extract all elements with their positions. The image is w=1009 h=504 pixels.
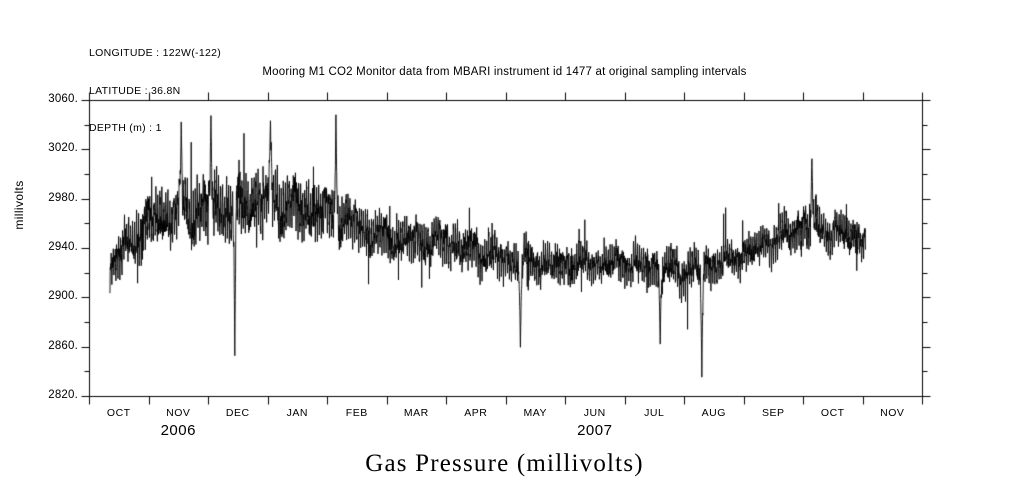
x-tick-label: APR [464, 407, 488, 419]
x-tick-label: JAN [286, 407, 308, 419]
x-tick-label: OCT [106, 407, 131, 419]
y-tick-label: 3020. [48, 142, 78, 155]
x-tick-label: DEC [225, 407, 250, 419]
x-tick-label: JUN [583, 407, 606, 419]
y-tick-label: 2860. [48, 339, 78, 352]
y-tick-label: 2900. [48, 290, 78, 303]
y-tick-label: 2980. [48, 191, 78, 204]
y-tick-label: 2940. [48, 241, 78, 253]
x-tick-label: NOV [880, 407, 905, 419]
y-axis-label: millivolts [12, 180, 26, 230]
x-axis-year-label: 2006 [160, 422, 196, 439]
x-tick-label: OCT [820, 407, 845, 419]
x-tick-label: NOV [166, 407, 191, 419]
x-axis-year-label: 2007 [577, 422, 613, 439]
figure-caption: Gas Pressure (millivolts) [365, 450, 644, 477]
x-tick-label: SEP [761, 407, 785, 419]
y-tick-label: 3060. [48, 93, 78, 105]
x-tick-label: FEB [345, 407, 368, 419]
x-tick-label: MAY [523, 407, 547, 419]
x-tick-label: AUG [701, 407, 726, 419]
x-tick-label: JUL [644, 407, 665, 419]
x-tick-label: MAR [403, 407, 429, 419]
y-tick-label: 2820. [48, 389, 78, 401]
